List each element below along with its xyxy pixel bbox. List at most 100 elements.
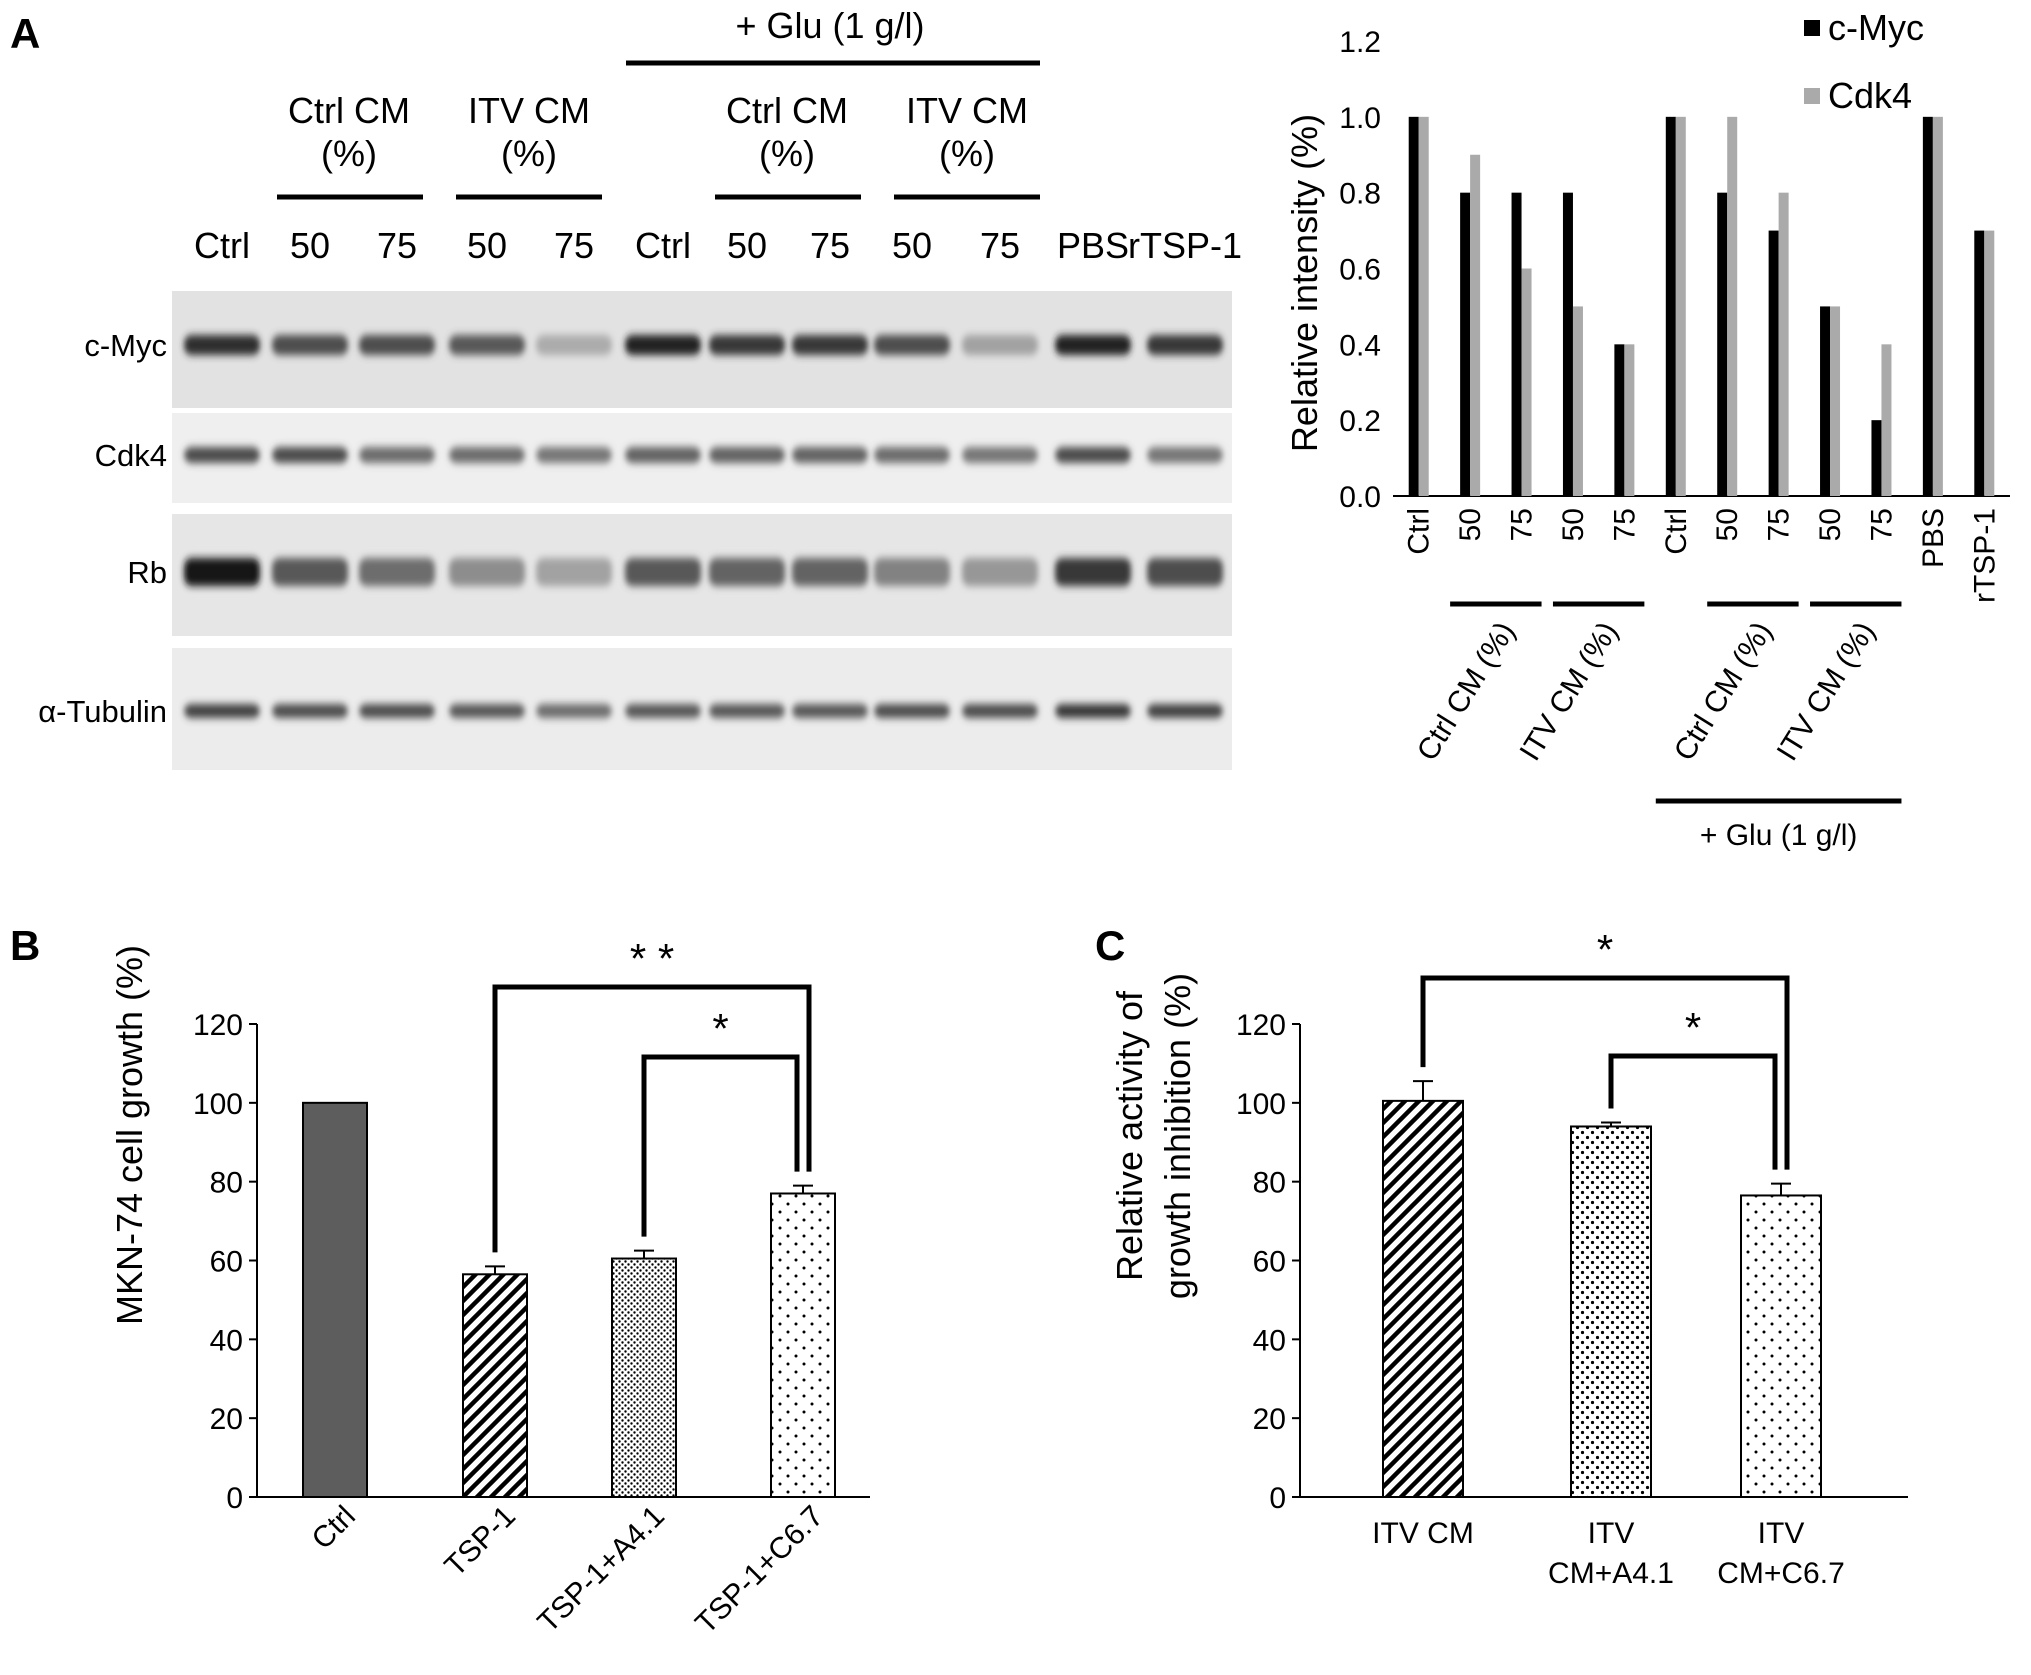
chart-a-bar-c-myc xyxy=(1665,116,1676,496)
blot-band xyxy=(709,558,785,586)
chart-a-ytick-label: 0.2 xyxy=(1339,405,1381,438)
chart-a-bar-c-myc xyxy=(1922,116,1933,496)
blot-lane-label: 75 xyxy=(554,225,594,266)
chart-a-legend: c-Myc Cdk4 xyxy=(1804,7,1924,116)
blot-band xyxy=(1147,335,1223,355)
legend-label-c-myc: c-Myc xyxy=(1828,7,1924,48)
blot-row-label: Rb xyxy=(127,555,167,590)
blot-lane-label: Ctrl xyxy=(635,225,691,266)
blot-band xyxy=(962,335,1038,355)
bar xyxy=(462,1273,528,1498)
blot-itv-cm-unit: (%) xyxy=(501,133,557,174)
blot-rows: c-Myc Cdk4 Rb α-Tubulin xyxy=(38,291,1232,770)
chart-a-bar-cdk4 xyxy=(1521,268,1532,496)
blot-band xyxy=(359,704,435,718)
blot-band xyxy=(184,447,260,463)
chart-a-x-label: rTSP-1 xyxy=(1968,508,2001,603)
chart-a-x-label: 50 xyxy=(1711,508,1744,541)
chart-a-x-label: 75 xyxy=(1865,508,1898,541)
blot-band xyxy=(536,558,612,586)
blot-glu-itv-cm-label: ITV CM xyxy=(906,90,1028,131)
blot-band xyxy=(1055,558,1131,586)
blot-lane-label: 75 xyxy=(980,225,1020,266)
chart-a-bar-cdk4 xyxy=(1418,116,1429,496)
y-tick-label: 20 xyxy=(1253,1403,1286,1436)
chart-a-bar-cdk4 xyxy=(1984,230,1995,497)
chart-a-group-label: Ctrl CM (%) xyxy=(1411,616,1522,766)
chart-b-ylabel: MKN-74 cell growth (%) xyxy=(109,945,150,1325)
blot-band xyxy=(709,447,785,463)
blot-band xyxy=(272,335,348,355)
chart-a-bars xyxy=(1408,116,1995,497)
blot-band xyxy=(1147,447,1223,463)
chart-a-x-labels: Ctrl 50 75 50 75 Ctrl 50 75 50 75 PBS rTSP-1 Ctrl CM… xyxy=(1403,508,2002,852)
blot-band xyxy=(1055,704,1131,718)
chart-c-x-label: CM+C6.7 xyxy=(1717,1557,1845,1590)
blot-band xyxy=(792,704,868,718)
blot-row-label: c-Myc xyxy=(84,328,167,363)
chart-a-bar-cdk4 xyxy=(1624,344,1635,496)
chart-a-bar-c-myc xyxy=(1408,116,1419,496)
chart-a-x-label: Ctrl xyxy=(1660,508,1693,555)
blot-lane-label: PBS xyxy=(1057,225,1129,266)
chart-c-ylabel-line2: growth inhibition (%) xyxy=(1157,973,1198,1299)
chart-a-glu-label: + Glu (1 g/l) xyxy=(1700,819,1858,852)
chart-a-bar-c-myc xyxy=(1871,420,1882,496)
blot-band xyxy=(625,558,701,586)
blot-band xyxy=(874,704,950,718)
chart-a-group-label: Ctrl CM (%) xyxy=(1668,616,1779,766)
significance-stars: * xyxy=(1597,926,1613,973)
y-tick-label: 20 xyxy=(210,1403,243,1436)
chart-c-ylabel-line1: Relative activity of xyxy=(1109,990,1150,1281)
blot-band xyxy=(184,704,260,718)
blot-band xyxy=(1055,335,1131,355)
chart-b-x-label: TSP-1 xyxy=(438,1500,521,1583)
bar xyxy=(1382,1099,1464,1499)
blot-lane-label: Ctrl xyxy=(194,225,250,266)
chart-a-x-label: 50 xyxy=(1814,508,1847,541)
blot-ctrl-cm-unit: (%) xyxy=(321,133,377,174)
blot-band xyxy=(536,335,612,355)
chart-a-x-label: PBS xyxy=(1917,508,1950,568)
blot-band xyxy=(184,335,260,355)
chart-b-x-labels: Ctrl TSP-1 TSP-1+A4.1 TSP-1+C6.7 xyxy=(306,1500,830,1641)
y-tick-label: 100 xyxy=(193,1088,243,1121)
chart-a-bar-cdk4 xyxy=(1727,116,1738,496)
y-tick-label: 120 xyxy=(1236,1009,1286,1042)
panel-letter-c: C xyxy=(1095,922,1125,969)
bar xyxy=(1740,1194,1822,1499)
blot-glu-header: + Glu (1 g/l) xyxy=(735,5,924,46)
significance-bracket xyxy=(492,984,812,1253)
blot-band xyxy=(1147,704,1223,718)
blot-ctrl-cm-label: Ctrl CM xyxy=(288,90,410,131)
blot-glu-itv-cm-unit: (%) xyxy=(939,133,995,174)
chart-a-axes: 0.0 0.2 0.4 0.6 0.8 1.0 1.2 xyxy=(1339,26,2010,514)
blot-row-label: Cdk4 xyxy=(95,438,167,473)
y-tick-label: 0 xyxy=(1269,1482,1286,1515)
y-tick-label: 80 xyxy=(1253,1167,1286,1200)
y-tick-label: 100 xyxy=(1236,1088,1286,1121)
blot-band xyxy=(359,335,435,355)
chart-b-axes: 0 20 40 60 80 100 120 xyxy=(193,1009,870,1515)
chart-a-bar-c-myc xyxy=(1511,192,1522,496)
legend-swatch-c-myc xyxy=(1804,20,1820,36)
blot-band xyxy=(449,335,525,355)
blot-row-label: α-Tubulin xyxy=(38,694,167,729)
chart-a-bar-cdk4 xyxy=(1675,116,1686,496)
chart-a-bar-c-myc xyxy=(1562,192,1573,496)
chart-b-x-label: Ctrl xyxy=(306,1500,362,1556)
panel-letter-b: B xyxy=(10,922,40,969)
chart-a-ytick-label: 0.4 xyxy=(1339,329,1381,362)
significance-stars: * xyxy=(1685,1004,1701,1051)
y-tick-label: 40 xyxy=(210,1324,243,1357)
y-tick-label: 0 xyxy=(226,1482,243,1515)
chart-c-x-label: ITV CM xyxy=(1372,1517,1474,1550)
significance-bracket xyxy=(641,1054,800,1237)
blot-membrane xyxy=(172,413,1232,503)
blot-band xyxy=(625,704,701,718)
legend-swatch-cdk4 xyxy=(1804,88,1820,104)
chart-a-bar-c-myc xyxy=(1717,192,1728,496)
panel-letter-a: A xyxy=(10,10,40,57)
chart-a-bar-cdk4 xyxy=(1778,192,1789,496)
chart-a-bar-c-myc xyxy=(1820,306,1831,496)
